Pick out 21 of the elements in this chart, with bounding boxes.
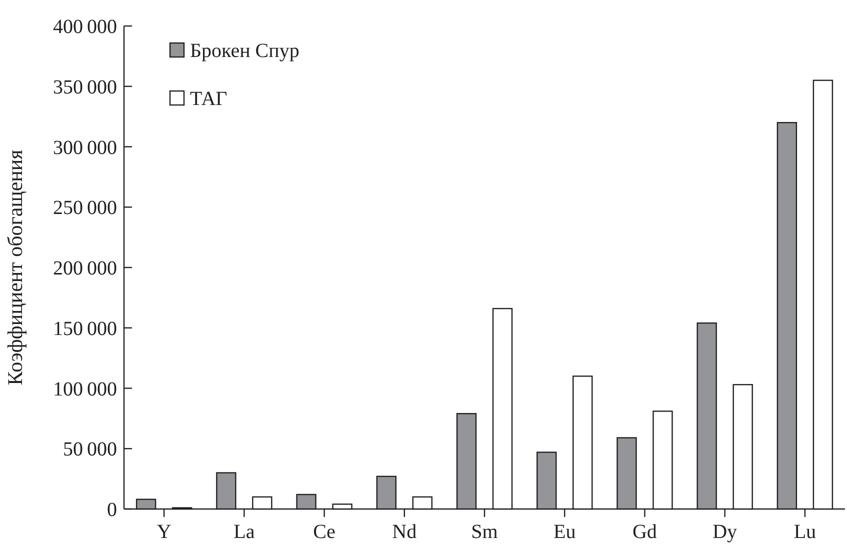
y-tick-label: 150 000 [52, 318, 117, 340]
x-tick-label: Gd [632, 521, 657, 543]
y-tick-label: 400 000 [52, 16, 117, 38]
legend-label: Брокен Спур [190, 40, 300, 62]
y-tick-label: 0 [107, 499, 117, 521]
y-tick-label: 350 000 [52, 76, 117, 98]
x-tick-label: Ce [313, 521, 336, 543]
y-tick-label: 300 000 [52, 136, 117, 159]
y-tick-label: 50 000 [62, 438, 117, 461]
x-tick-label: Nd [392, 521, 417, 543]
legend-label: ТАГ [190, 88, 228, 110]
x-tick-label: La [234, 521, 255, 543]
x-tick-label: Lu [794, 521, 816, 543]
x-tick-label: Y [156, 521, 172, 543]
y-tick-label: 100 000 [52, 378, 117, 400]
y-tick-label: 250 000 [52, 197, 117, 220]
x-tick-label: Dy [712, 521, 738, 543]
y-axis-title: Коэффициент обогащения [3, 149, 27, 386]
y-tick-label: 200 000 [52, 258, 117, 280]
x-tick-label: Sm [471, 521, 498, 543]
x-tick-label: Eu [554, 521, 576, 543]
